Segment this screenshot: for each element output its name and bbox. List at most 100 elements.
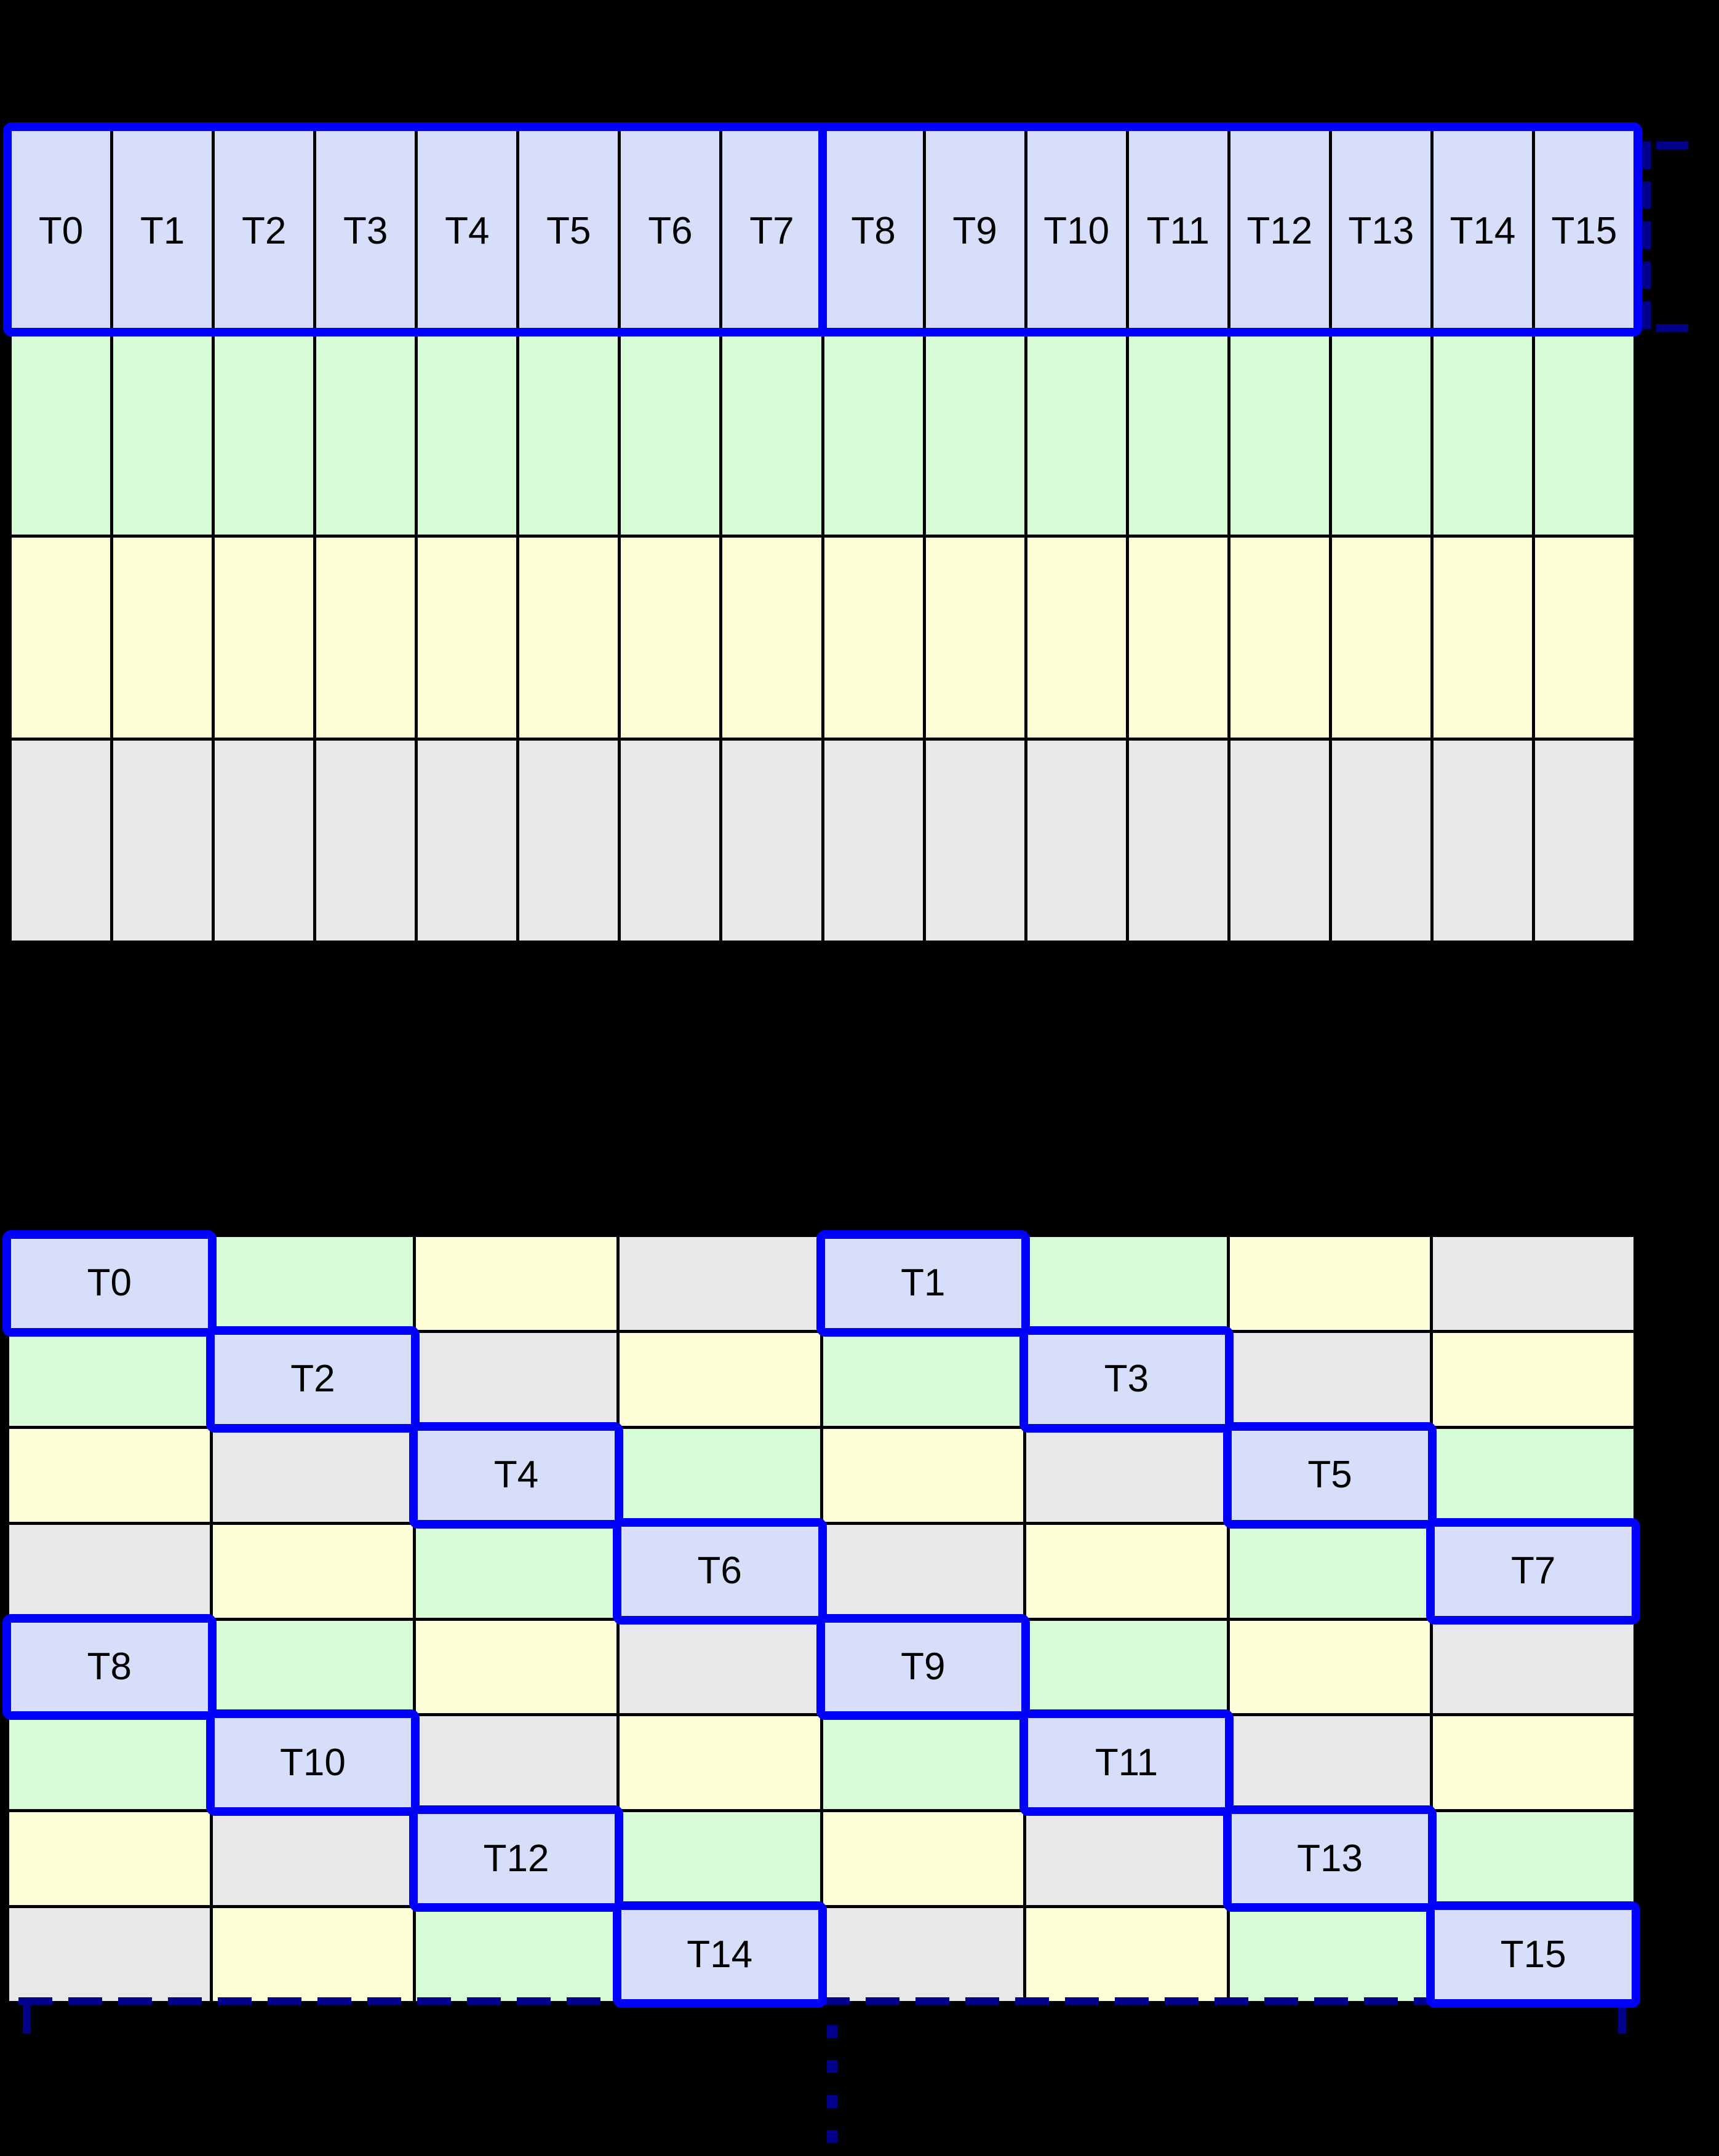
swizzled-thread-cell-T12: T12 xyxy=(409,1805,623,1912)
swizzled-cell xyxy=(1026,1428,1227,1522)
swizzled-cell xyxy=(823,1428,1024,1522)
swizzled-cell xyxy=(619,1716,820,1810)
swizzled-cell xyxy=(416,1716,616,1810)
swizzled-thread-cell-T15: T15 xyxy=(1426,1901,1640,2008)
swizzled-cell xyxy=(212,1620,413,1714)
element-cell xyxy=(113,537,212,738)
element-cell xyxy=(12,334,111,535)
swizzled-thread-cell-T14: T14 xyxy=(612,1901,827,2008)
swizzled-thread-cell-T8: T8 xyxy=(2,1613,217,1720)
swizzled-cell xyxy=(1229,1620,1430,1714)
linear-grid-cells: T0 T1 T2 T3 T4 T5 T6 T7 T8 T9 T10 T11 T12 T13 T14 T15 xyxy=(9,128,1637,944)
swizzled-cell xyxy=(416,1524,616,1618)
swizzled-cell xyxy=(9,1524,210,1618)
element-cell xyxy=(1433,537,1532,738)
swizzled-cell xyxy=(823,1716,1024,1810)
thread-cell-T11: T11 xyxy=(1128,131,1227,332)
swizzled-cell xyxy=(416,1908,616,2001)
element-cell xyxy=(1534,740,1633,941)
swizzled-cell xyxy=(9,1332,210,1426)
swizzled-cell xyxy=(1433,1620,1633,1714)
continuation-ellipsis xyxy=(827,2025,837,2148)
thread-cell-T6: T6 xyxy=(621,131,720,332)
swizzled-cell xyxy=(823,1908,1024,2001)
thread-cell-T5: T5 xyxy=(519,131,618,332)
swizzled-cell xyxy=(212,1908,413,2001)
swizzled-layout-grid: T0 T1 T2 T3 T4 T5 T6 T7 T8 T9 T10 T11 T12 T13 T14 T15 xyxy=(2,1230,1640,2008)
swizzled-cell xyxy=(212,1237,413,1330)
swizzled-cell xyxy=(416,1237,616,1330)
swizzled-cell xyxy=(416,1332,616,1426)
thread-cell-T4: T4 xyxy=(418,131,517,332)
swizzled-thread-cell-T10: T10 xyxy=(205,1709,420,1816)
swizzled-cell xyxy=(1433,1332,1633,1426)
thread-cell-T0: T0 xyxy=(12,131,111,332)
swizzled-cell xyxy=(619,1332,820,1426)
thread-cell-T7: T7 xyxy=(722,131,821,332)
element-cell xyxy=(1128,334,1227,535)
element-cell xyxy=(1331,740,1430,941)
element-cell xyxy=(925,537,1024,738)
element-cell xyxy=(1027,740,1126,941)
element-cell xyxy=(722,740,821,941)
swizzled-cell xyxy=(619,1620,820,1714)
swizzled-cell xyxy=(1229,1237,1430,1330)
swizzled-thread-cell-T5: T5 xyxy=(1222,1422,1437,1529)
element-cell xyxy=(824,334,923,535)
element-cell xyxy=(1230,740,1329,941)
element-cell xyxy=(12,740,111,941)
element-cell xyxy=(1433,334,1532,535)
element-cell xyxy=(215,740,314,941)
element-cell xyxy=(722,537,821,738)
element-cell xyxy=(519,740,618,941)
element-cell xyxy=(215,537,314,738)
swizzled-thread-cell-T11: T11 xyxy=(1019,1709,1234,1816)
element-cell xyxy=(722,334,821,535)
element-cell xyxy=(621,537,720,738)
swizzled-cell xyxy=(1229,1332,1430,1426)
row-height-bracket-top-arm xyxy=(1656,141,1688,149)
element-cell xyxy=(316,334,415,535)
thread-cell-T1: T1 xyxy=(113,131,212,332)
element-cell xyxy=(1331,334,1430,535)
grid-width-bracket-right-tick xyxy=(1618,2004,1626,2034)
element-cell xyxy=(621,334,720,535)
grid-width-bracket-left-tick xyxy=(23,2004,31,2034)
row-height-bracket-bottom-arm xyxy=(1656,324,1688,332)
linear-layout-grid: T0 T1 T2 T3 T4 T5 T6 T7 T8 T9 T10 T11 T12 T13 T14 T15 xyxy=(3,122,1642,944)
swizzled-cell xyxy=(212,1812,413,1906)
swizzled-thread-cell-T6: T6 xyxy=(612,1518,827,1625)
element-cell xyxy=(1230,537,1329,738)
swizzled-thread-cell-T3: T3 xyxy=(1019,1326,1234,1433)
element-cell xyxy=(1027,537,1126,738)
swizzled-thread-cell-T7: T7 xyxy=(1426,1518,1640,1625)
swizzled-cell xyxy=(1026,1908,1227,2001)
thread-cell-T12: T12 xyxy=(1230,131,1329,332)
element-cell xyxy=(621,740,720,941)
thread-cell-T14: T14 xyxy=(1433,131,1532,332)
row-height-bracket-line xyxy=(1643,141,1651,332)
element-cell xyxy=(1534,537,1633,738)
element-cell xyxy=(418,334,517,535)
element-cell xyxy=(925,740,1024,941)
swizzled-cell xyxy=(619,1237,820,1330)
element-cell xyxy=(113,334,212,535)
swizzled-cell xyxy=(1433,1716,1633,1810)
thread-cell-T15: T15 xyxy=(1534,131,1633,332)
swizzled-cell xyxy=(1026,1237,1227,1330)
swizzled-cell xyxy=(9,1716,210,1810)
element-cell xyxy=(519,334,618,535)
element-cell xyxy=(215,334,314,535)
swizzled-cell xyxy=(9,1428,210,1522)
swizzled-cell xyxy=(416,1620,616,1714)
element-cell xyxy=(12,537,111,738)
element-cell xyxy=(1534,334,1633,535)
swizzled-cell xyxy=(1026,1620,1227,1714)
swizzled-cell xyxy=(1433,1812,1633,1906)
swizzled-cell xyxy=(9,1908,210,2001)
swizzled-cell xyxy=(619,1428,820,1522)
swizzled-cell xyxy=(823,1812,1024,1906)
swizzled-cell xyxy=(1026,1524,1227,1618)
swizzled-thread-cell-T2: T2 xyxy=(205,1326,420,1433)
element-cell xyxy=(1433,740,1532,941)
